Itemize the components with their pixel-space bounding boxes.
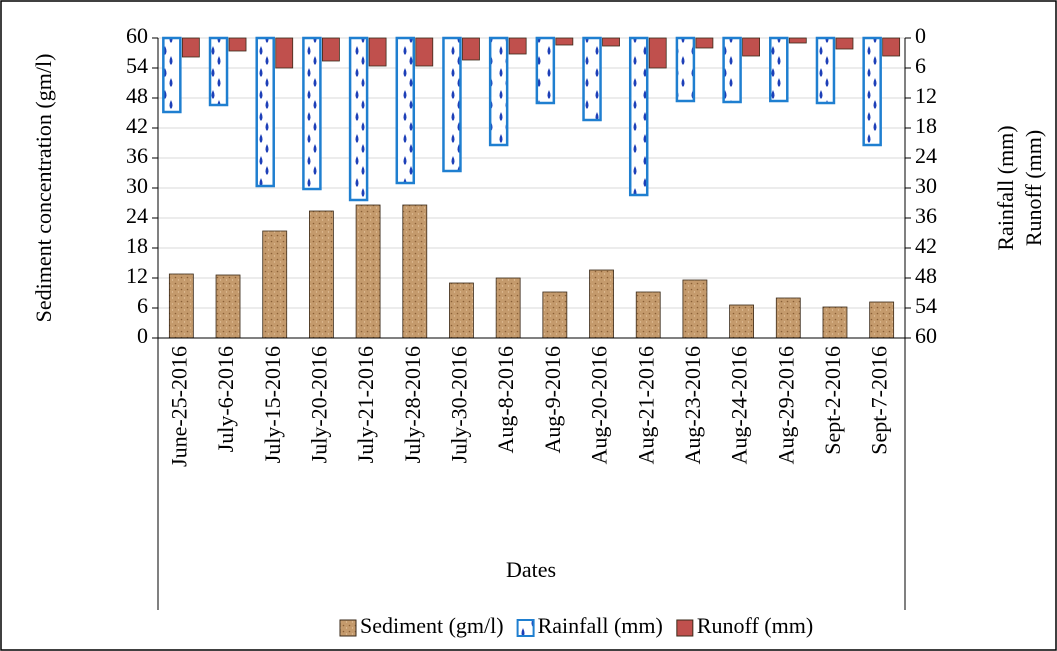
y-tick-label: 60 [126,23,148,48]
runoff-bar [695,37,714,49]
y-tick-label: 24 [126,203,148,228]
legend-swatch [516,619,535,637]
y2-tick-label: 6 [915,53,926,78]
runoff-bar [742,37,760,57]
y-tick-label: 18 [126,233,148,258]
y2-tick-label: 36 [915,203,937,228]
x-tick-label: July-6-2016 [213,346,238,452]
y2-axis-label: Rainfall (mm) [993,125,1018,250]
y-tick-label: 54 [126,53,148,78]
legend-label: Rainfall (mm) [538,613,663,638]
x-tick-label: Aug-20-2016 [587,346,612,465]
runoff-bar [555,37,574,46]
legend-swatch [339,619,357,637]
y-tick-label: 36 [126,143,148,168]
runoff-bar [835,37,854,50]
runoff-bar [508,37,527,55]
y2-tick-label: 30 [915,173,937,198]
x-tick-label: Sept-2-2016 [820,346,845,455]
y2-tick-label: 18 [915,113,937,138]
x-tick-label: July-20-2016 [306,346,331,463]
runoff-bar [648,37,667,69]
rainfall-bar [722,36,742,104]
sediment-bar [355,204,381,339]
x-tick-label: July-30-2016 [447,346,472,463]
sediment-bar [495,277,521,339]
sediment-bar [542,291,568,339]
sediment-bar [449,282,474,339]
sediment-bar [775,297,801,339]
runoff-bar [228,37,247,52]
x-tick-label: Aug-8-2016 [493,346,518,454]
runoff-bar [368,37,387,67]
runoff-bar [415,37,434,67]
sediment-bar [589,269,614,339]
y2-tick-label: 60 [915,323,937,348]
y-tick-label: 48 [126,83,148,108]
rainfall-bar [488,36,509,147]
x-tick-label: July-28-2016 [400,346,425,463]
rainfall-bar [769,36,789,103]
runoff-bar [602,37,620,47]
runoff-bar [275,37,294,69]
rainfall-bar [628,36,649,197]
rainfall-bar [535,36,556,105]
sediment-bar [168,273,194,339]
runoff-bar [462,37,480,61]
rainfall-bar [442,36,462,173]
x-tick-label: Aug-23-2016 [680,346,705,465]
y-tick-label: 6 [137,293,148,318]
rainfall-bar [208,36,229,107]
sediment-bar [635,291,661,339]
rainfall-bar [815,36,836,105]
x-tick-label: July-15-2016 [260,346,285,463]
x-tick-label: July-21-2016 [353,346,378,463]
y-tick-label: 0 [137,323,148,348]
x-axis-label: Dates [506,557,556,582]
x-tick-label: Aug-29-2016 [773,346,798,465]
y2-tick-label: 48 [915,263,937,288]
y2-tick-label: 42 [915,233,937,258]
x-tick-label: Aug-24-2016 [727,346,752,465]
runoff-bar [788,37,807,44]
x-tick-label: Aug-21-2016 [633,346,658,465]
y2-tick-label: 54 [915,293,937,318]
sediment-bar [309,210,334,339]
sediment-bar [402,204,428,339]
y-tick-label: 42 [126,113,148,138]
rainfall-bar [162,36,182,114]
legend-label: Runoff (mm) [697,613,813,638]
runoff-bar [882,37,901,57]
sediment-bar [822,306,848,339]
x-tick-label: June-25-2016 [166,346,191,467]
runoff-bar [181,37,200,58]
y2-tick-label: 24 [915,143,937,168]
sediment-bar [262,230,288,339]
y2-tick-label: 12 [915,83,937,108]
rainfall-bar [862,36,882,147]
sediment-bar [682,279,708,339]
sediment-bar [215,274,241,339]
x-tick-label: Sept-7-2016 [867,346,892,455]
runoff-bar [322,37,340,62]
legend-swatch [676,619,694,637]
legend-label: Sediment (gm/l) [360,613,504,638]
rainfall-bar [302,36,322,191]
y-tick-label: 12 [126,263,148,288]
rainfall-bar [348,36,369,202]
rainfall-bar [255,36,275,188]
y-tick-label: 30 [126,173,148,198]
sediment-bar [729,304,754,339]
rainfall-bar [395,36,416,185]
y2-tick-label: 0 [915,23,926,48]
sediment-bar [869,301,895,339]
rainfall-bar [582,36,602,122]
x-tick-label: Aug-9-2016 [540,346,565,454]
y-axis-label: Sediment concentration (gm/l) [31,54,56,323]
rainfall-bar [675,36,696,103]
y2-axis-label: Runoff (mm) [1021,130,1046,246]
